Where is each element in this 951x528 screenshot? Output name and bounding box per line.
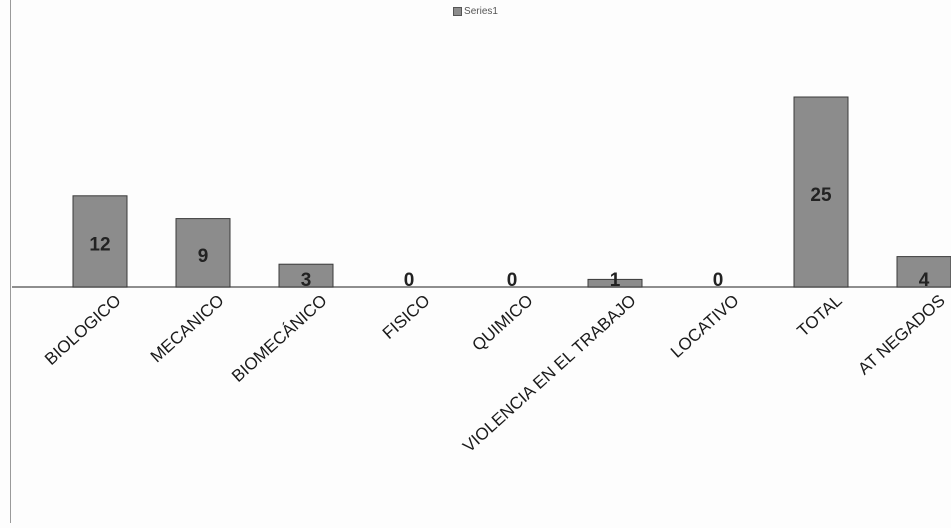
- legend-label: Series1: [464, 6, 498, 17]
- data-label: 0: [507, 270, 518, 291]
- bar: [278, 263, 334, 288]
- legend: Series1: [0, 6, 951, 17]
- bar: [587, 278, 643, 288]
- x-tick-label: TOTAL: [793, 291, 845, 341]
- data-label: 3: [301, 270, 312, 291]
- x-tick-label: FISICO: [379, 291, 434, 343]
- data-label: 9: [198, 246, 209, 267]
- x-tick-label: BIOLOGICO: [41, 291, 125, 369]
- legend-swatch: [453, 6, 463, 16]
- bar: [72, 195, 128, 288]
- data-label: 0: [713, 270, 724, 291]
- x-tick-label: VIOLENCIA EN EL TRABAJO: [459, 291, 640, 456]
- x-tick-label: AT NEGADOS: [854, 291, 948, 379]
- x-tick-label: MECANICO: [147, 291, 228, 366]
- bar: [793, 96, 849, 288]
- data-label: 4: [919, 270, 930, 291]
- x-tick-label: LOCATIVO: [667, 291, 743, 362]
- data-label: 25: [810, 185, 832, 206]
- data-label: 12: [89, 234, 110, 255]
- data-label: 0: [404, 270, 415, 291]
- left-border-line: [10, 0, 11, 523]
- x-tick-label: QUIMICO: [469, 291, 537, 355]
- x-tick-label: BIOMECÁNICO: [228, 291, 331, 386]
- bar: [175, 218, 231, 288]
- data-label: 1: [610, 270, 621, 291]
- bar: [896, 256, 951, 288]
